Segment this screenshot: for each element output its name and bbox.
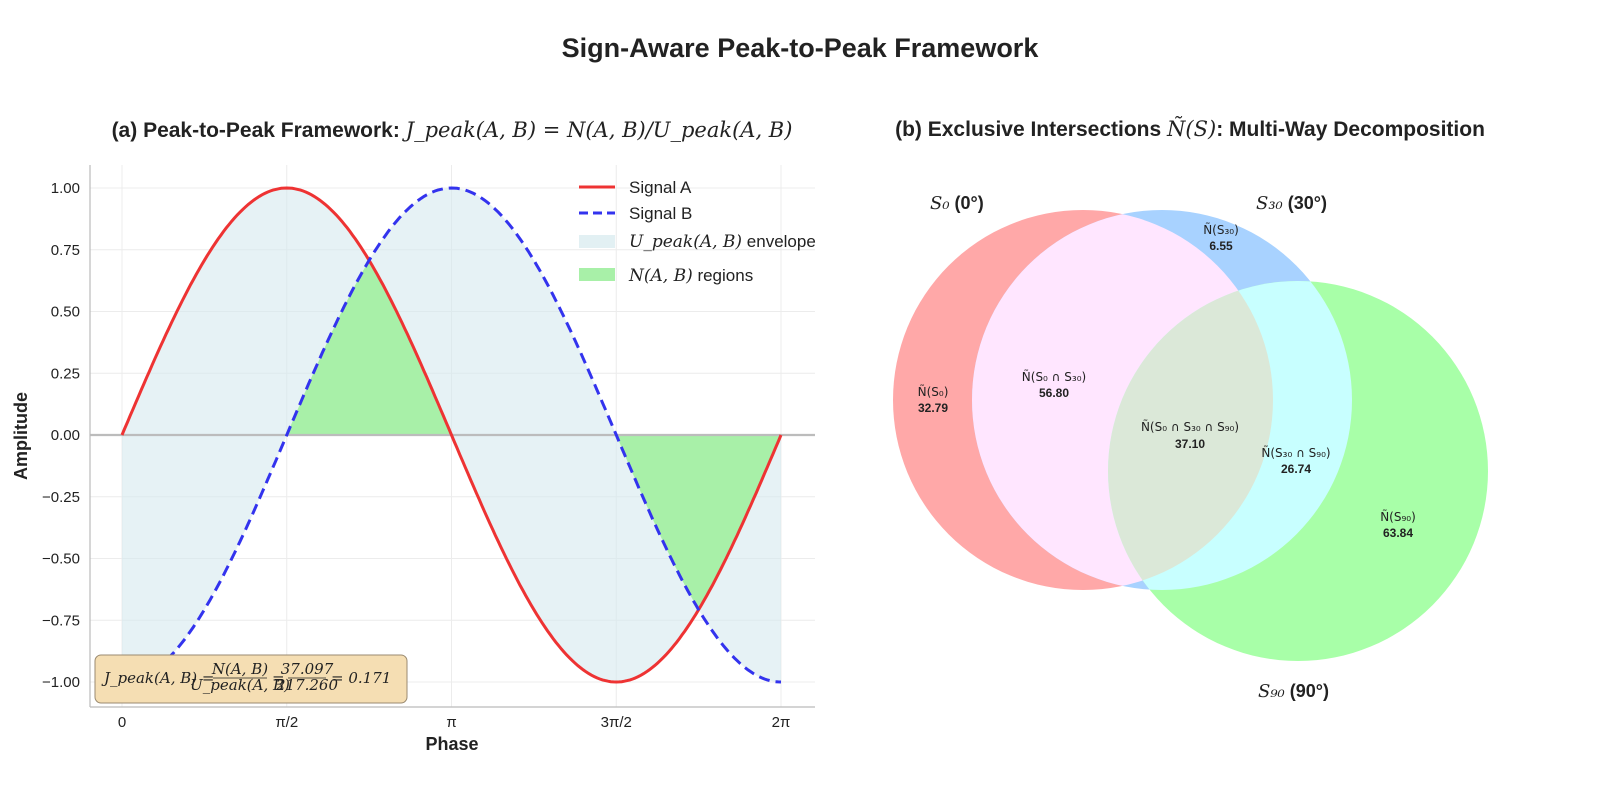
- panel-a-title: (a) Peak-to-Peak Framework: J_peak(A, B)…: [112, 118, 793, 142]
- annotation-denominator: U_peak(A, B): [190, 676, 290, 694]
- y-tick-label: −0.25: [42, 489, 80, 506]
- annotation-value-denominator: 217.260: [275, 676, 338, 694]
- y-tick-label: 0.00: [51, 427, 80, 444]
- region-value-s90: 63.84: [1383, 526, 1413, 540]
- set-label-s0: S₀ (0°): [930, 193, 984, 214]
- x-tick-label: π: [446, 714, 456, 731]
- figure-title: Sign-Aware Peak-to-Peak Framework: [561, 33, 1039, 63]
- region-value-s30: 6.55: [1209, 239, 1233, 253]
- signal-b-line: [121, 186, 782, 684]
- y-tick-label: −0.75: [42, 612, 80, 629]
- region-value-s30-s90: 26.74: [1281, 462, 1311, 476]
- region-value-s0-s30: 56.80: [1039, 386, 1069, 400]
- y-tick-label: −0.50: [42, 551, 80, 568]
- set-label-s90: S₉₀ (90°): [1258, 681, 1329, 702]
- annotation-value-numerator: 37.097: [281, 660, 334, 678]
- legend-label-upeak: U_peak(A, B) envelope: [629, 232, 816, 252]
- y-tick-label: 0.75: [51, 242, 80, 259]
- y-axis-label: Amplitude: [11, 392, 31, 480]
- x-tick-label: 2π: [772, 714, 791, 731]
- y-tick-label: 0.50: [51, 304, 80, 321]
- y-tick-label: 1.00: [51, 180, 80, 197]
- panel-b-venn-diagram: (b) Exclusive Intersections Ñ(S): Multi-…: [893, 117, 1488, 702]
- region-label-s0: Ñ(S₀): [918, 384, 949, 399]
- legend-label-signal-a: Signal A: [629, 178, 692, 197]
- annotation-lhs: J_peak(A, B) =: [101, 669, 214, 687]
- panel-a-line-chart: (a) Peak-to-Peak Framework: J_peak(A, B)…: [11, 118, 816, 754]
- region-value-all: 37.10: [1175, 437, 1205, 451]
- annotation-numerator: N(A, B): [211, 660, 268, 678]
- x-tick-label: π/2: [275, 714, 298, 731]
- region-label-s90: Ñ(S₉₀): [1380, 509, 1416, 524]
- y-tick-labels: 1.00 0.75 0.50 0.25 0.00 −0.25 −0.50 −0.75 −1.00: [42, 180, 80, 691]
- y-tick-label: 0.25: [51, 365, 80, 382]
- legend-swatch-n-regions: [579, 268, 615, 281]
- legend: Signal A Signal B U_peak(A, B) envelope …: [579, 178, 816, 286]
- legend-label-signal-b: Signal B: [629, 204, 692, 223]
- signal-a-line: [120, 186, 783, 684]
- annotation-box: [94, 654, 408, 704]
- annotation-eq: =: [272, 669, 285, 687]
- legend-label-n-regions: N(A, B) regions: [628, 266, 753, 286]
- x-tick-labels: 0 π/2 π 3π/2 2π: [118, 714, 791, 731]
- region-label-s0-s30: Ñ(S₀ ∩ S₃₀): [1022, 369, 1086, 384]
- jpeak-annotation: J_peak(A, B) = N(A, B) U_peak(A, B) = 37…: [94, 654, 408, 704]
- region-label-all: Ñ(S₀ ∩ S₃₀ ∩ S₉₀): [1141, 419, 1239, 434]
- annotation-result: = 0.171: [331, 669, 391, 687]
- x-tick-label: 0: [118, 714, 126, 731]
- set-label-s30: S₃₀ (30°): [1256, 193, 1327, 214]
- x-tick-label: 3π/2: [601, 714, 632, 731]
- region-label-s30-s90: Ñ(S₃₀ ∩ S₉₀): [1261, 445, 1330, 460]
- panel-b-title: (b) Exclusive Intersections Ñ(S): Multi-…: [895, 117, 1485, 141]
- region-value-s0: 32.79: [918, 401, 948, 415]
- legend-swatch-upeak: [579, 235, 615, 248]
- y-tick-label: −1.00: [42, 674, 80, 691]
- x-axis-label: Phase: [425, 734, 478, 754]
- region-label-s30: Ñ(S₃₀): [1203, 222, 1239, 237]
